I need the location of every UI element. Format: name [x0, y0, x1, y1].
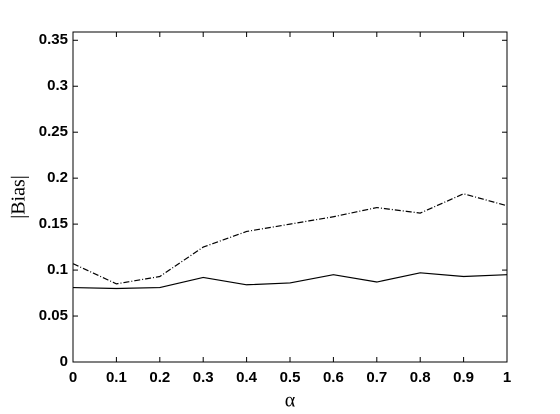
y-tick-label: 0.1	[47, 261, 68, 278]
y-tick-label: 0.15	[39, 215, 68, 232]
x-axis-label: α	[285, 390, 296, 412]
x-tick-label: 0.9	[453, 369, 474, 386]
y-axis-label: |Bias|	[8, 175, 30, 219]
y-tick-label: 0.25	[39, 123, 68, 140]
x-tick-label: 0.8	[410, 369, 431, 386]
x-tick-label: 1	[503, 369, 511, 386]
data-line	[72, 193, 508, 285]
x-tick-label: 0.5	[280, 369, 301, 386]
y-tick-label: 0.2	[47, 169, 68, 186]
y-tick-label: 0.05	[39, 307, 68, 324]
x-tick-label: 0.1	[106, 369, 127, 386]
x-tick-label: 0.6	[323, 369, 344, 386]
x-tick-label: 0.3	[193, 369, 214, 386]
data-line	[72, 272, 508, 290]
x-tick-label: 0.2	[149, 369, 170, 386]
y-tick-label: 0.3	[47, 77, 68, 94]
x-tick-label: 0.4	[236, 369, 258, 386]
y-tick-label: 0.35	[39, 31, 68, 48]
x-tick-label: 0.7	[366, 369, 387, 386]
x-tick-label: 0	[69, 369, 77, 386]
y-tick-label: 0	[60, 353, 68, 370]
